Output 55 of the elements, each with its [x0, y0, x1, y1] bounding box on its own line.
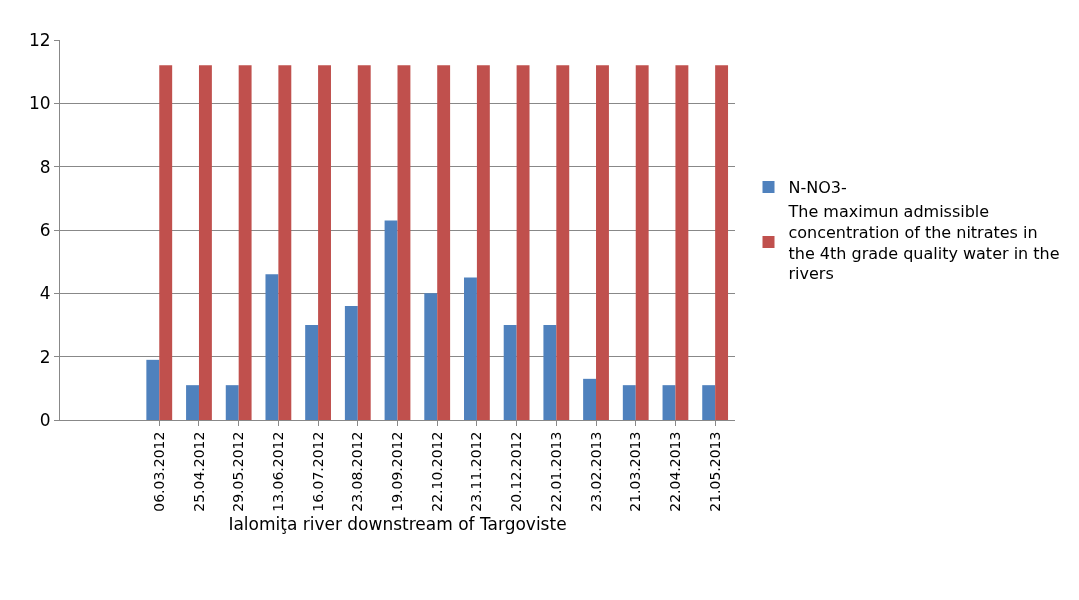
y-tick-label: 6: [39, 219, 51, 240]
x-tick-label: 22.10.2012: [428, 431, 445, 512]
bar: [622, 385, 636, 420]
y-tick-label: 2: [39, 346, 51, 367]
bar: [397, 65, 411, 420]
x-axis-title: Ialomiţa river downstream of Targoviste: [228, 513, 567, 534]
x-tick-label: 20.12.2012: [508, 431, 525, 512]
bar: [675, 65, 689, 420]
x-tick-label: 22.01.2013: [547, 431, 564, 512]
legend-label: N-NO3-: [788, 178, 847, 198]
x-tick-label: 13.06.2012: [269, 431, 286, 512]
bar: [238, 65, 252, 420]
x-tick-label: 19.09.2012: [389, 431, 406, 512]
bar: [424, 293, 438, 420]
legend-label: The maximun admissible concentration of the nitrates in the 4th grade quality water in the rivers: [787, 201, 1060, 284]
bar: [265, 274, 279, 420]
x-tick-label: 21.05.2013: [706, 431, 723, 512]
bar: [596, 65, 609, 420]
x-tick-label: 23.02.2013: [587, 431, 604, 512]
x-tick-label: 23.11.2012: [468, 431, 485, 512]
bar: [146, 359, 160, 420]
x-tick-label: 23.08.2012: [349, 431, 366, 512]
bar: [503, 325, 517, 420]
bar: [476, 65, 490, 420]
bar: [278, 65, 292, 420]
bar: [702, 385, 716, 420]
bar: [318, 65, 331, 420]
bar: [437, 65, 451, 420]
bar: [159, 65, 173, 420]
bar: [198, 65, 212, 420]
x-tick-label: 22.04.2013: [666, 431, 683, 512]
y-tick-label: 0: [39, 409, 51, 430]
x-tick-label: 29.05.2012: [230, 431, 247, 512]
bar: [305, 325, 319, 420]
y-tick-label: 4: [39, 283, 51, 304]
bar: [543, 325, 557, 420]
bar: [384, 220, 398, 420]
y-tick-label: 8: [39, 156, 51, 177]
bar: [186, 385, 199, 420]
bar: [344, 306, 358, 420]
bar: [715, 65, 729, 420]
bar: [464, 277, 477, 420]
bar: [662, 385, 676, 420]
bar: [516, 65, 530, 420]
bar: [583, 378, 597, 420]
bar: [635, 65, 649, 420]
bar: [225, 385, 239, 420]
x-tick-label: 21.03.2013: [627, 431, 644, 512]
x-tick-label: 25.04.2012: [190, 431, 207, 512]
y-tick-label: 12: [28, 29, 51, 50]
bar: [357, 65, 371, 420]
x-tick-label: 16.07.2012: [309, 431, 326, 512]
y-tick-label: 10: [28, 93, 51, 114]
x-tick-label: 06.03.2012: [150, 431, 167, 512]
bar: [556, 65, 570, 420]
